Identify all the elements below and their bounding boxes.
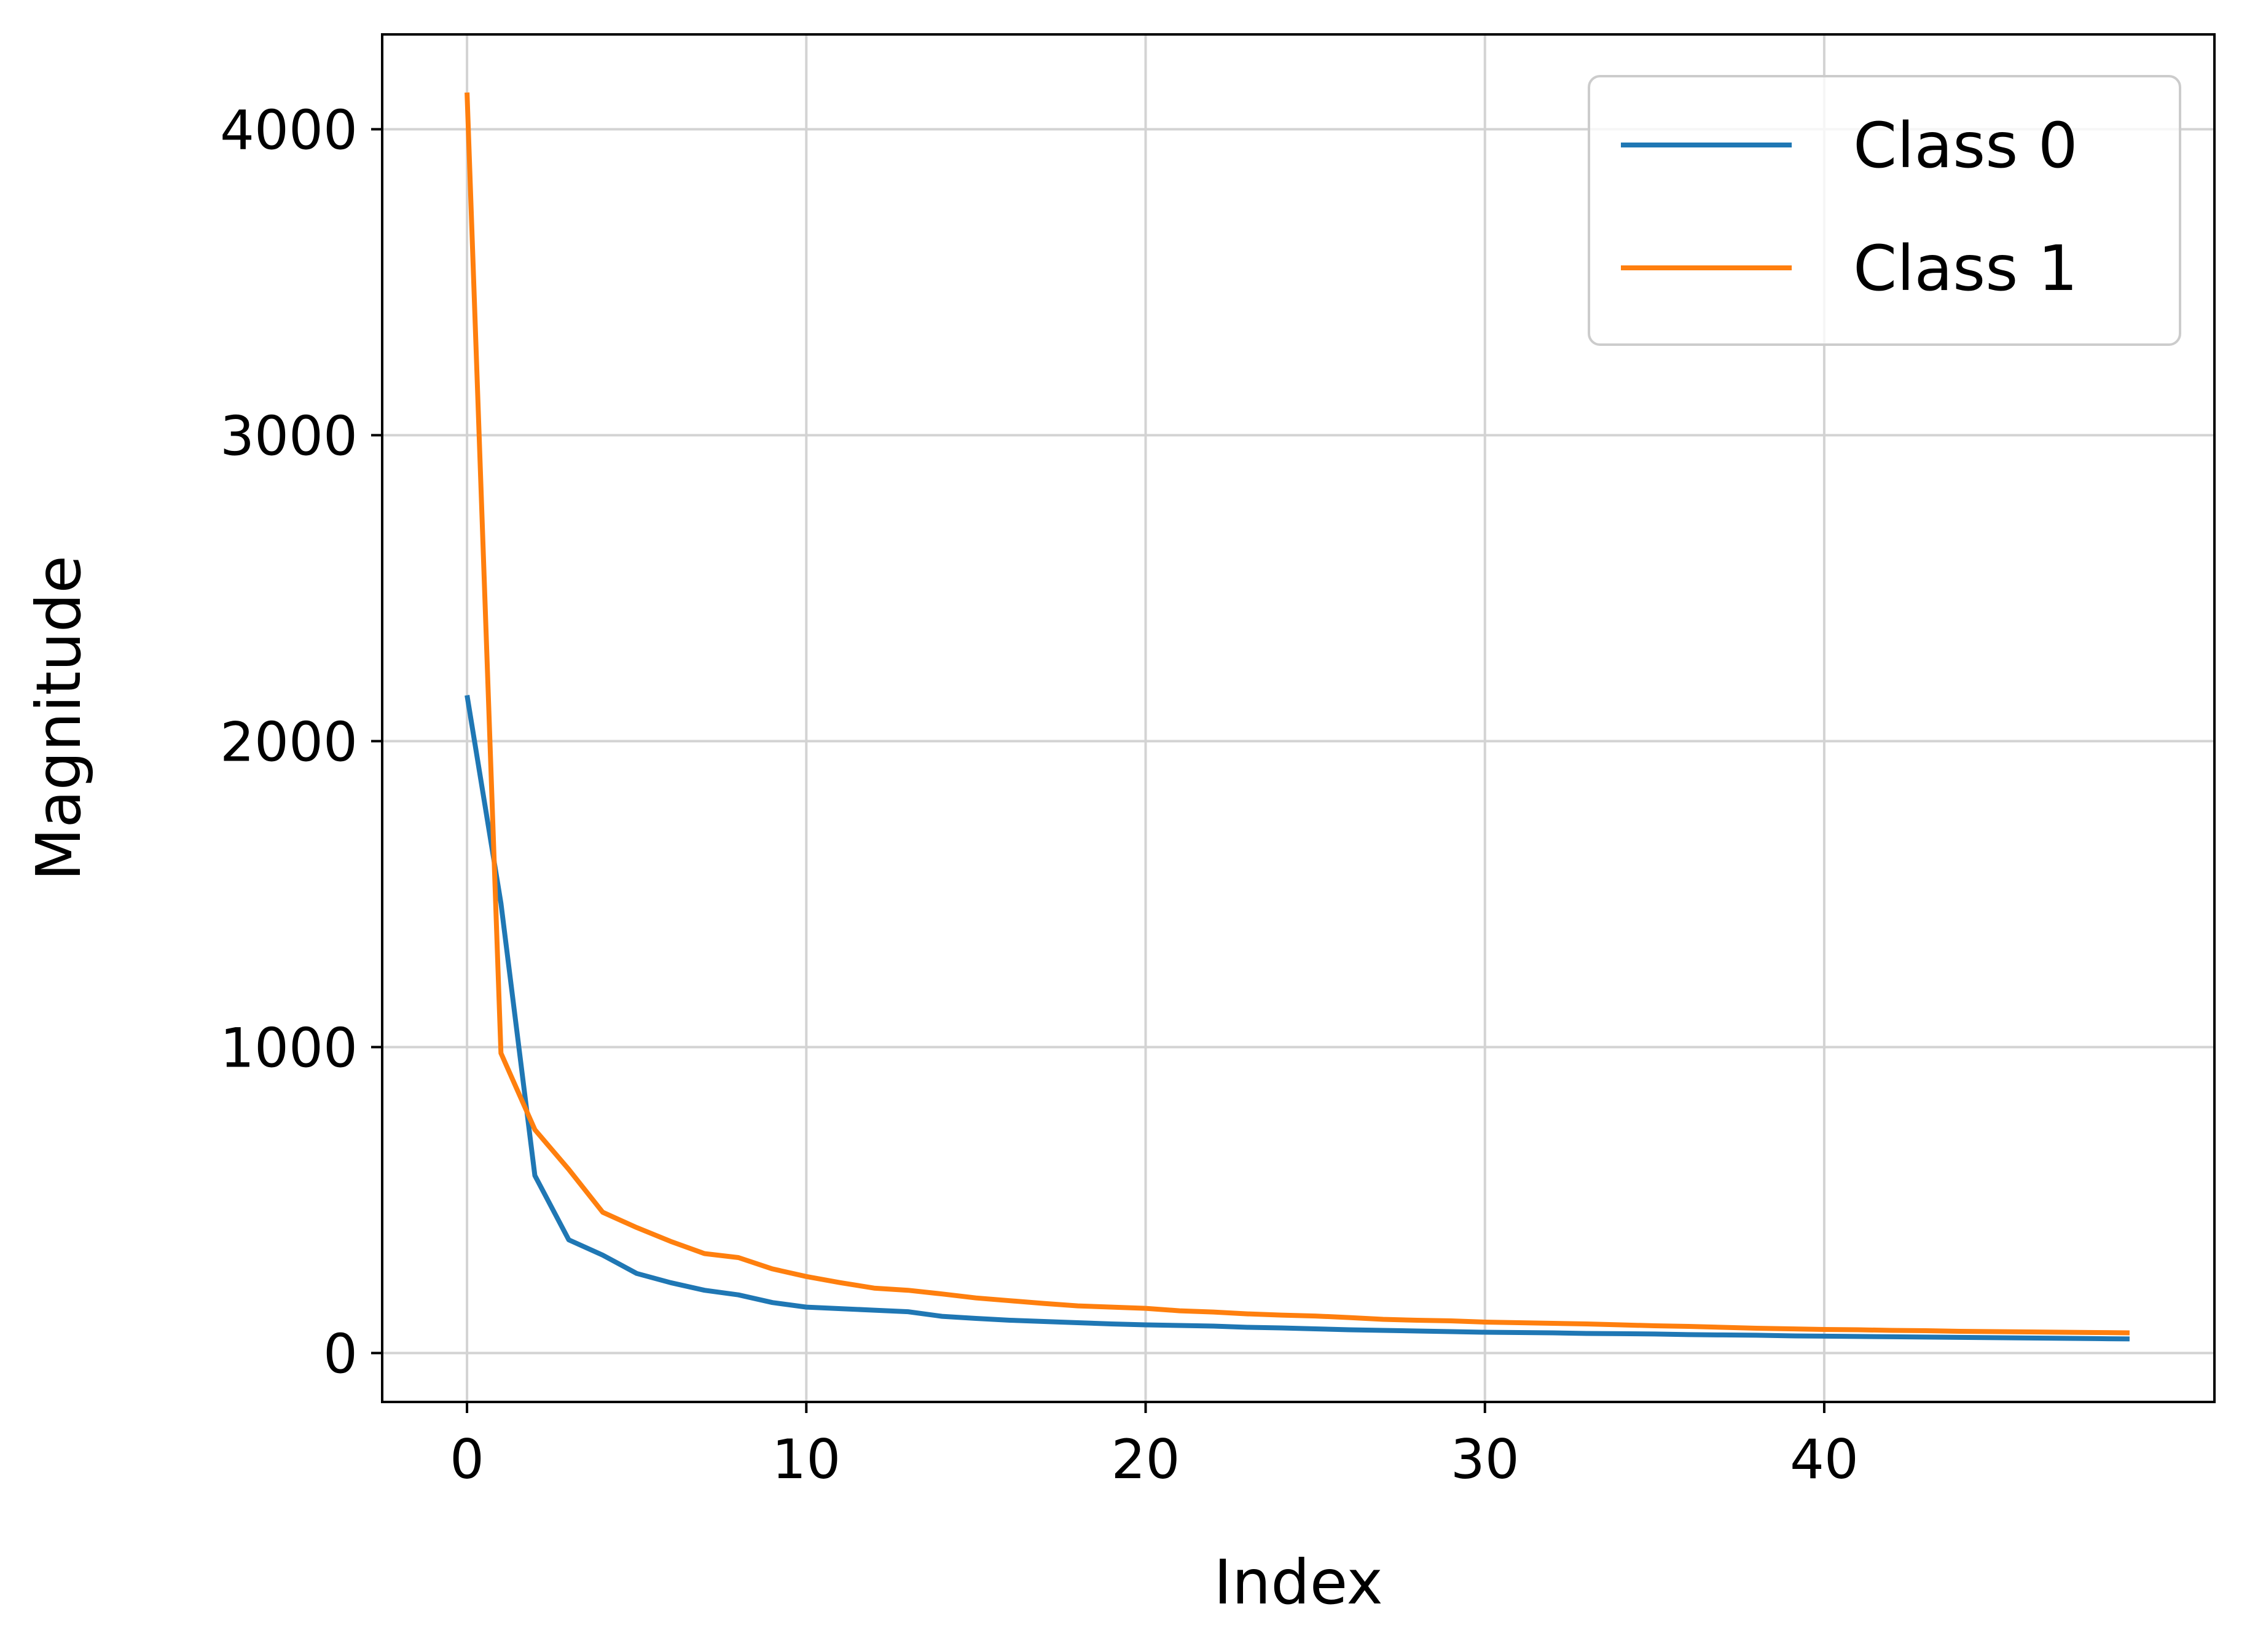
y-tick-label: 0 — [323, 1322, 358, 1385]
plot-area-frame — [381, 33, 2216, 1403]
x-tick-label: 30 — [1451, 1428, 1520, 1491]
series-lines — [465, 92, 2130, 1342]
series-line-0 — [465, 695, 2130, 1342]
x-axis-title: Index — [1214, 1546, 1382, 1618]
x-tick-label: 10 — [772, 1428, 841, 1491]
series-line-1 — [465, 92, 2130, 1336]
x-tick-label: 40 — [1790, 1428, 1859, 1491]
legend: Class 0 Class 1 — [1588, 75, 2181, 346]
x-axis-ticks: 0 10 20 30 40 — [450, 1402, 1859, 1491]
legend-label: Class 1 — [1853, 232, 2078, 305]
y-axis-ticks: 0 1000 2000 3000 4000 — [220, 98, 382, 1385]
y-tick-label: 4000 — [220, 98, 358, 162]
legend-label: Class 0 — [1853, 109, 2078, 182]
y-tick-label: 2000 — [220, 710, 358, 773]
x-tick-label: 20 — [1112, 1428, 1180, 1491]
x-tick-label: 0 — [450, 1428, 484, 1491]
y-axis-title: Magnitude — [23, 555, 95, 881]
y-tick-label: 1000 — [220, 1016, 358, 1079]
y-tick-label: 3000 — [220, 404, 358, 468]
